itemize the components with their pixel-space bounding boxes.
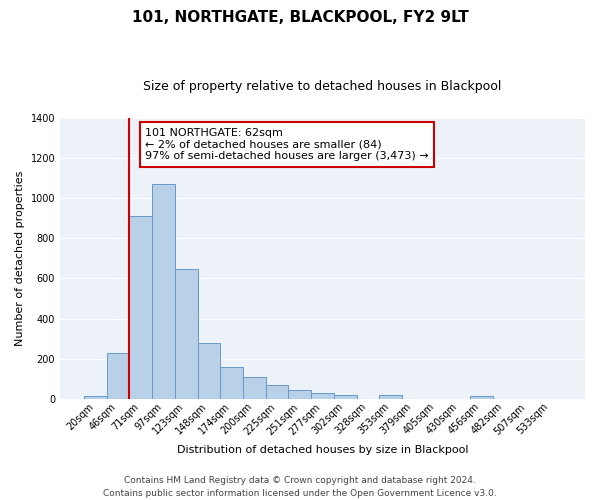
Bar — [379, 396, 402, 399]
Bar — [220, 367, 243, 399]
Bar — [289, 390, 311, 399]
Bar — [334, 396, 356, 399]
Title: Size of property relative to detached houses in Blackpool: Size of property relative to detached ho… — [143, 80, 502, 93]
Y-axis label: Number of detached properties: Number of detached properties — [15, 170, 25, 346]
Bar — [107, 353, 130, 399]
Bar — [470, 396, 493, 399]
Text: 101 NORTHGATE: 62sqm
← 2% of detached houses are smaller (84)
97% of semi-detach: 101 NORTHGATE: 62sqm ← 2% of detached ho… — [145, 128, 429, 161]
X-axis label: Distribution of detached houses by size in Blackpool: Distribution of detached houses by size … — [177, 445, 468, 455]
Bar — [152, 184, 175, 399]
Bar — [266, 385, 289, 399]
Bar — [84, 396, 107, 399]
Text: 101, NORTHGATE, BLACKPOOL, FY2 9LT: 101, NORTHGATE, BLACKPOOL, FY2 9LT — [131, 10, 469, 25]
Bar — [175, 270, 197, 399]
Bar — [130, 216, 152, 399]
Bar — [197, 342, 220, 399]
Text: Contains HM Land Registry data © Crown copyright and database right 2024.
Contai: Contains HM Land Registry data © Crown c… — [103, 476, 497, 498]
Bar — [311, 394, 334, 399]
Bar — [243, 378, 266, 399]
